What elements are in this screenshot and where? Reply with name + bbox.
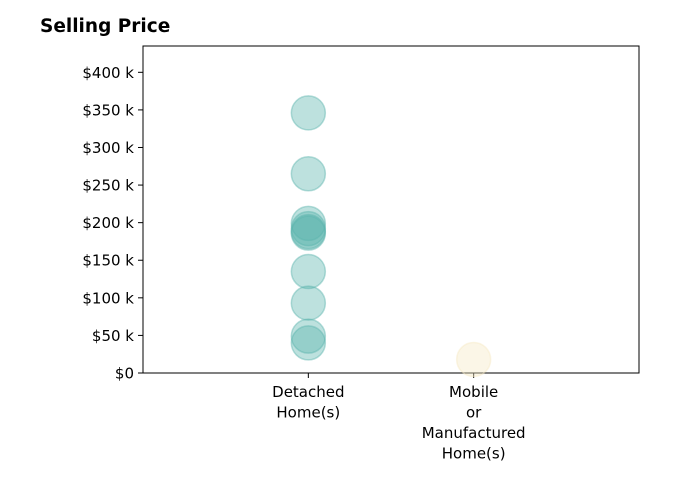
x-tick-label: Mobile or Manufactured Home(s) [422, 383, 526, 463]
y-tick-label: $300 k [82, 139, 134, 157]
data-point [290, 253, 327, 290]
y-tick-label: $250 k [82, 177, 134, 195]
data-points [290, 95, 492, 378]
y-tick-label: $150 k [82, 252, 134, 270]
data-point [290, 318, 327, 354]
y-axis: $0 $50 k $100 k $150 k $200 k $250 k $300 k $35… [82, 64, 143, 383]
chart-title: Selling Price [40, 16, 171, 37]
data-point [455, 341, 492, 378]
data-point [290, 205, 327, 242]
x-tick-label-line: Home(s) [276, 404, 340, 422]
y-tick-label: $400 k [82, 64, 134, 82]
data-point [290, 210, 327, 247]
plot-frame [142, 45, 640, 374]
y-tick-label: $200 k [82, 214, 134, 232]
x-tick-label: Detached Home(s) [272, 383, 344, 422]
x-tick-label-line: or [466, 404, 482, 422]
x-tick-label-line: Home(s) [442, 445, 506, 463]
y-tick-label: $350 k [82, 101, 134, 119]
y-tick-label: $50 k [92, 327, 134, 345]
data-point [290, 285, 327, 321]
x-tick-label-line: Mobile [449, 383, 498, 401]
data-point [290, 215, 327, 251]
x-axis: Detached Home(s) Mobile or Manufactured Home(… [272, 373, 526, 463]
data-point [290, 156, 327, 192]
x-tick-label-line: Manufactured [422, 424, 526, 442]
data-point [290, 325, 327, 361]
data-point [290, 95, 327, 131]
y-tick-label: $100 k [82, 289, 134, 307]
y-tick-label: $0 [115, 365, 134, 383]
data-point [290, 213, 327, 250]
x-tick-label-line: Detached [272, 383, 344, 401]
